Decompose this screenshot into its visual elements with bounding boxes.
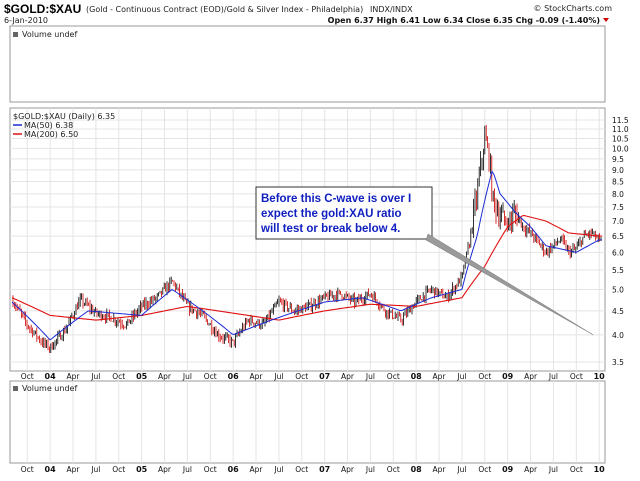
x-tick-label: 07 (319, 465, 330, 474)
x-tick-label: 04 (45, 465, 57, 474)
ma200-legend-label: MA(200) 6.50 (24, 130, 78, 139)
y-tick-label: 10.5 (612, 135, 629, 144)
x-tick-label: 05 (136, 465, 148, 474)
y-tick-label: 10.0 (612, 144, 629, 153)
x-tick-label: Oct (387, 372, 400, 381)
y-tick-label: 8.0 (612, 190, 624, 199)
x-tick-label: Apr (250, 465, 264, 474)
y-tick-label: 4.0 (612, 331, 624, 340)
x-tick-label: Jul (365, 465, 375, 474)
x-tick-label: 07 (319, 372, 330, 381)
y-tick-label: 5.5 (612, 266, 624, 275)
ma200-line (11, 214, 602, 321)
x-tick-label: Jul (273, 465, 283, 474)
x-tick-label: Apr (250, 372, 264, 381)
volume-panel-top (9, 25, 606, 103)
x-axis-labels-bottom: Oct 04 Apr Jul Oct 05 Apr Jul Oct 06 Apr Jul Oct 07 Ap… (21, 465, 605, 474)
x-tick-label: Apr (341, 372, 355, 381)
panel-marker-icon-lower (13, 386, 18, 391)
x-tick-label: Oct (204, 372, 217, 381)
callout-arrow (425, 233, 594, 336)
x-axis-labels-top: Oct 04 Apr Jul Oct 05 Apr Jul Oct 06 Apr Jul Oct 07 Ap… (21, 372, 605, 381)
x-tick-label: Jul (90, 372, 100, 381)
x-tick-label: Oct (112, 372, 125, 381)
callout-box (255, 186, 433, 240)
x-tick-label: Jul (182, 465, 192, 474)
x-tick-label: Oct (570, 372, 583, 381)
x-tick-label: 10 (594, 465, 606, 474)
x-tick-label: Apr (67, 372, 81, 381)
x-tick-label: Oct (295, 372, 308, 381)
x-tick-label: Jul (548, 465, 558, 474)
x-tick-label: Oct (21, 465, 34, 474)
x-tick-label: Oct (295, 465, 308, 474)
x-tick-label: Oct (478, 465, 491, 474)
down-triangle-icon (603, 18, 609, 22)
x-tick-label: Oct (478, 372, 491, 381)
x-tick-label: Oct (387, 465, 400, 474)
x-tick-label: Oct (112, 465, 125, 474)
y-tick-label: 7.5 (612, 203, 624, 212)
x-tick-label: Jul (456, 465, 466, 474)
y-tick-label: 6.5 (612, 232, 624, 241)
y-tick-label: 6.0 (612, 248, 624, 257)
y-tick-label: 3.5 (612, 358, 624, 367)
volume-panel-bottom (9, 380, 606, 464)
ma50-legend-label: MA(50) 6.38 (24, 121, 73, 130)
x-tick-label: 06 (228, 465, 240, 474)
chart-description: (Gold - Continuous Contract (EOD)/Gold &… (86, 5, 363, 14)
callout-line-1: Before this C-wave is over I (261, 193, 411, 205)
x-tick-label: Apr (433, 465, 447, 474)
price-panel-legend-title: $GOLD:$XAU (Daily) 6.35 (13, 112, 115, 121)
x-tick-label: Oct (570, 465, 583, 474)
x-tick-label: 09 (502, 465, 514, 474)
y-tick-label: 9.0 (612, 166, 624, 175)
lower-panel-label: Volume undef (22, 384, 77, 393)
volume-panel-label: Volume undef (22, 30, 77, 39)
x-tick-label: 09 (502, 372, 514, 381)
x-tick-label: Apr (67, 465, 81, 474)
y-tick-label: 11.5 (612, 116, 629, 125)
x-tick-label: Oct (21, 372, 34, 381)
stockcharts-watermark: © StockCharts.com (534, 4, 613, 13)
y-tick-label: 8.5 (612, 177, 624, 186)
x-tick-label: Apr (158, 372, 172, 381)
y-tick-label: 11.0 (612, 125, 629, 134)
x-tick-label: 04 (45, 372, 57, 381)
x-tick-label: Apr (158, 465, 172, 474)
callout-line-3: will test or break below 4. (260, 223, 400, 235)
x-tick-label: Jul (90, 465, 100, 474)
x-tick-label: Oct (204, 465, 217, 474)
y-tick-label: 7.0 (612, 217, 624, 226)
x-tick-label: Apr (524, 372, 538, 381)
callout-line-2: expect the gold:XAU ratio (261, 208, 402, 220)
x-tick-label: Jul (548, 372, 558, 381)
chart-exchange: INDX/INDX (370, 5, 413, 14)
x-tick-label: 06 (228, 372, 240, 381)
x-tick-label: Apr (433, 372, 447, 381)
y-tick-label: 5.0 (612, 285, 624, 294)
y-tick-label: 9.5 (612, 155, 624, 164)
x-tick-label: Jul (456, 372, 466, 381)
x-tick-label: 08 (411, 465, 423, 474)
price-bars (12, 125, 602, 353)
panel-marker-icon (13, 32, 18, 37)
x-tick-label: Jul (365, 372, 375, 381)
time-grid-lower (26, 381, 600, 463)
x-tick-label: Jul (182, 372, 192, 381)
x-tick-label: 05 (136, 372, 148, 381)
ma50-line (11, 170, 602, 341)
x-tick-label: Apr (341, 465, 355, 474)
y-tick-label: 4.5 (612, 307, 624, 316)
chart-date: 6-Jan-2010 (4, 16, 48, 25)
x-tick-label: Jul (273, 372, 283, 381)
chart-symbol: $GOLD:$XAU (4, 2, 81, 16)
quote-line: Open 6.37 High 6.41 Low 6.34 Close 6.35 … (328, 16, 600, 25)
x-tick-label: Apr (524, 465, 538, 474)
y-axis-labels: 3.5 4.0 4.5 5.0 5.5 6.0 6.5 7.0 7.5 8.0 8.5 9.0 9.5 1… (612, 116, 629, 367)
x-tick-label: 08 (411, 372, 423, 381)
x-tick-label: 10 (594, 372, 606, 381)
